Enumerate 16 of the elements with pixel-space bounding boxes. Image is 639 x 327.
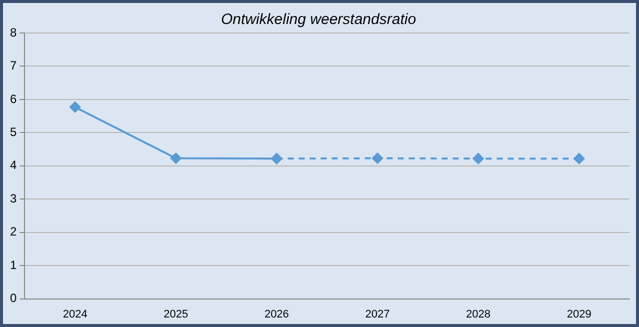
y-tick-label: 8 xyxy=(10,25,17,40)
x-tick-label: 2024 xyxy=(62,308,88,320)
x-tick-label: 2029 xyxy=(566,308,592,320)
y-tick-label: 7 xyxy=(10,58,17,73)
x-tick-label: 2026 xyxy=(264,308,289,320)
x-tick-label: 2028 xyxy=(466,308,491,320)
x-tick-label: 2027 xyxy=(365,308,390,320)
y-tick-label: 4 xyxy=(10,158,17,172)
y-tick-label: 6 xyxy=(10,92,17,106)
y-tick-label: 5 xyxy=(10,124,17,139)
y-tick-label: 2 xyxy=(10,224,17,239)
y-tick-label: 3 xyxy=(10,191,17,206)
y-tick-label: 1 xyxy=(10,258,17,272)
x-tick-label: 2025 xyxy=(164,308,188,320)
y-tick-label: 0 xyxy=(10,291,17,306)
chart-title: Ontwikkeling weerstandsratio xyxy=(220,11,416,28)
